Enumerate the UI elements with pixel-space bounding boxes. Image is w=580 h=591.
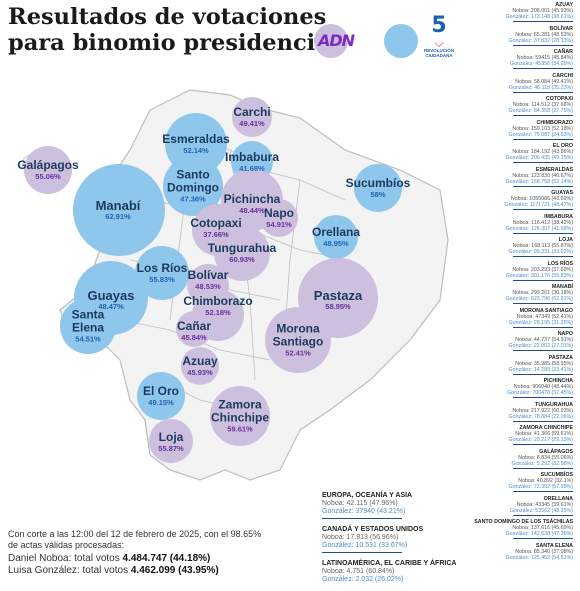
result-canada-estados-unidos: CANADÁ Y ESTADOS UNIDOS Noboa: 17.813 (56…	[322, 526, 470, 553]
result-el-oro: EL ORO Noboa: 184.192 (43.86%) González: 2…	[505, 143, 573, 163]
circle-santo-domingo	[163, 156, 223, 216]
province-label-zamora-chinchipe: Zamora Chinchipe 59.61%	[210, 397, 269, 434]
title-line-1: Resultados de votaciones	[8, 4, 327, 30]
abroad-results: EUROPA, OCEANÍA Y ASIA Noboa: 42.115 (47.…	[322, 492, 470, 591]
circle-santa-elena	[60, 298, 116, 354]
province-label-morona-santiago: Morona Santiago 52.41%	[272, 321, 324, 358]
province-label-carchi: Carchi 49.41%	[233, 105, 271, 129]
result-bolivar: BOLÍVAR Noboa: 65.281 (48.53%) González: 3…	[508, 25, 573, 46]
result-chimborazo: CHIMBORAZO Noboa: 159.103 (52.18%) Gonzále…	[508, 119, 573, 140]
province-label-loja: Loja 55.87%	[158, 430, 184, 454]
province-results-list: AZUAY Noboa: 206.001 (45.93%) González: 17…	[463, 2, 573, 564]
result-santa-elena: SANTA ELENA Noboa: 85.340 (37.08%) Gonzále…	[505, 542, 573, 561]
province-label-esmeraldas: Esmeraldas 52.14%	[162, 132, 230, 156]
circle-zamora-chinchipe	[210, 386, 270, 446]
circle-manabi	[73, 164, 165, 256]
province-label-santa-elena: Santa Elena 54.51%	[71, 307, 105, 344]
result-orellana: ORELLANA Noboa: 43345 (39.61%) González: 5…	[509, 495, 573, 516]
province-label-guayas: Guayas 48.47%	[87, 288, 135, 311]
result-manabi: MANABÍ Noboa: 299.201 (30.18%) González: 6…	[505, 284, 573, 304]
province-label-orellana: Orellana 48.95%	[311, 225, 361, 249]
result-imbabura: IMBABURA Noboa: 116.412 (38.42%) González:…	[505, 213, 573, 234]
province-label-canar: Cañar 45.84%	[176, 319, 212, 343]
circle-sucumbios	[354, 164, 402, 212]
gonzalez-total-line: Luisa González: total votos 4.462.099 (4…	[8, 565, 219, 576]
result-morona-santiago: MORONA SANTIAGO Noboa: 47349 (52.41%) Gonz…	[508, 307, 573, 328]
province-label-chimborazo: Chimborazo 52.18%	[183, 294, 253, 318]
result-los-rios: LOS RÍOS Noboa: 203.293 (37.69%) González:…	[505, 260, 573, 281]
province-label-los-rios: Los Ríos 55.83%	[136, 261, 188, 285]
province-label-napo: Napo 54.91%	[264, 206, 294, 230]
circle-el-oro	[137, 372, 185, 420]
result-galapagos: GALÁPAGOS Noboa: 8.834 (55.06%) González: …	[511, 448, 573, 469]
province-label-galapagos: Galápagos 55.06%	[17, 158, 79, 182]
result-esmeraldas: ESMERALDAS Noboa: 123.830 (40.67%) Gonzále…	[505, 166, 573, 187]
result-latinoamerica-caribe-africa: LATINOAMÉRICA, EL CARIBE Y ÁFRICA Noboa: …	[322, 560, 457, 583]
province-label-azuay: Azuay 45.93%	[182, 354, 218, 378]
province-label-cotopaxi: Cotopaxi 37.66%	[190, 216, 242, 240]
province-label-bolivar: Bolívar 48.53%	[187, 268, 229, 292]
rc-logo-swoosh-icon: ⌵	[434, 36, 444, 50]
result-azuay: AZUAY Noboa: 206.001 (45.93%) González: 17…	[505, 2, 573, 22]
circle-canar	[176, 311, 212, 347]
ecuador-map	[21, 89, 449, 481]
result-pichincha: PICHINCHA Noboa: 906040 (48.44%) González:…	[507, 378, 573, 398]
noboa-total: 4.484.747 (44.18%)	[122, 553, 211, 564]
circle-tungurahua	[214, 225, 270, 281]
rc-logo-name: REVOLUCIÓN CIUDADANA	[423, 48, 454, 58]
page-title: Resultados de votaciones para binomio pr…	[8, 4, 338, 56]
result-europa-oceania-asia: EUROPA, OCEANÍA Y ASIA Noboa: 42.115 (47.…	[322, 492, 470, 519]
province-label-manabi: Manabí 62.91%	[95, 198, 141, 221]
province-label-santo-domingo: Santo Domingo 47.36%	[167, 167, 219, 204]
cutoff-line-2: de actas válidas procesadas:	[8, 540, 125, 550]
rc-logo-number: 5	[431, 13, 447, 38]
circle-azuay	[181, 347, 219, 385]
province-label-sucumbios: Sucumbíos 58%	[345, 176, 411, 200]
circle-morona-santiago	[265, 307, 331, 373]
result-canar: CAÑAR Noboa: 59415 (45.84%) González: 4535…	[509, 49, 573, 69]
province-label-tungurahua: Tungurahua 60.93%	[207, 241, 277, 265]
province-label-pichincha: Pichincha 48.44%	[223, 192, 281, 216]
circle-napo	[260, 199, 298, 237]
adn-logo: ADN	[318, 31, 355, 50]
revolucion-ciudadana-logo: 5 ⌵ REVOLUCIÓN CIUDADANA	[421, 13, 457, 59]
result-sucumbios: SUCUMBÍOS Noboa: 40.892 (32.1%) González: …	[508, 472, 573, 492]
circle-galapagos	[24, 146, 72, 194]
noboa-total-line: Daniel Noboa: total votos 4.484.747 (44.…	[8, 553, 211, 564]
cutoff-line-1: Con corte a las 12:00 del 12 de febrero …	[8, 529, 262, 539]
circle-loja	[149, 419, 193, 463]
circle-orellana	[314, 215, 358, 259]
gonzalez-total: 4.462.099 (43.95%)	[130, 565, 219, 576]
result-guayas: GUAYAS Noboa: 1055086 (43.69%) González: 1…	[504, 190, 573, 210]
circle-carchi	[232, 97, 272, 137]
result-carchi: CARCHI Noboa: 58.084 (49.41%) González: 46…	[508, 72, 573, 93]
result-pastaza: PASTAZA Noboa: 35.985 (58.95%) González: 1…	[508, 354, 573, 375]
circle-los-rios	[135, 246, 189, 300]
result-napo: NAPO Noboa: 44.737 (54.91%) González: 22.0…	[508, 331, 573, 351]
result-zamora-chinchipe: ZAMORA CHINCHIPE Noboa: 41.366 (59.61%) Go…	[508, 425, 573, 445]
result-tungurahua: TUNGURAHUA Noboa: 217.922 (60.93%) Gonzále…	[508, 401, 573, 422]
province-label-pastaza: Pastaza 58.95%	[313, 288, 363, 311]
title-line-2: para binomio presidencial	[8, 30, 339, 56]
province-label-el-oro: El Oro 49.15%	[142, 384, 180, 408]
result-santo-domingo: SANTO DOMINGO DE LOS TSÁCHILAS Noboa: 137…	[474, 519, 573, 539]
result-loja: LOJA Noboa: 168.113 (55.87%) González: 99.…	[508, 237, 573, 257]
noboa-legend-circle	[314, 24, 348, 58]
province-label-imbabura: Imbabura 41.68%	[224, 150, 280, 174]
footnote: Con corte a las 12:00 del 12 de febrero …	[8, 529, 308, 577]
gonzalez-legend-circle	[384, 24, 418, 58]
result-cotopaxi: COTOPAXI Noboa: 114.512 (37.66%) González:…	[508, 96, 573, 116]
